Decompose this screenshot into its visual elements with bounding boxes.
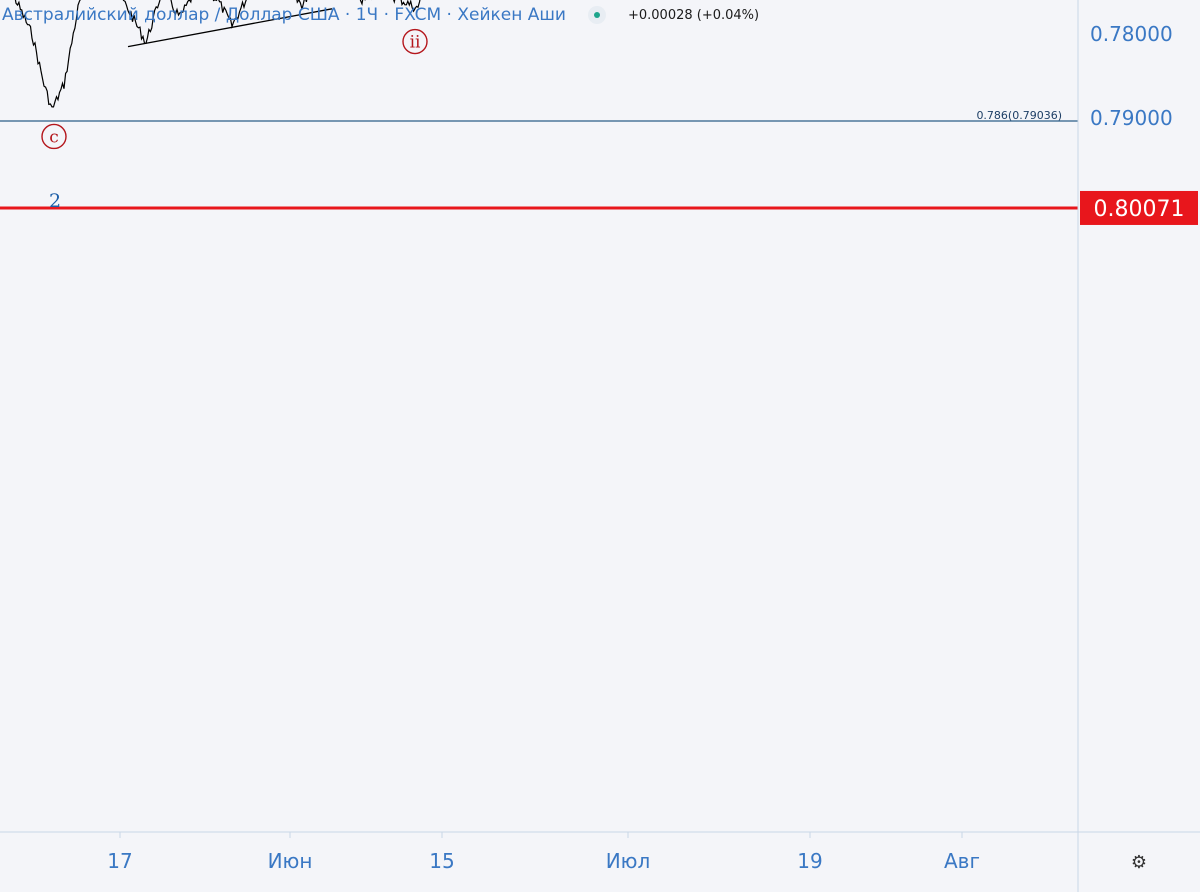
x-tick-label: Июн — [268, 849, 313, 873]
price-label-text: 0.80071 — [1094, 197, 1185, 222]
gear-icon[interactable]: ⚙ — [1130, 852, 1148, 873]
fib-level-label: 0.786(0.79036) — [976, 109, 1062, 122]
wave-label-circle — [402, 28, 428, 55]
trendlines — [127, 8, 333, 48]
price-labels: 0.800710.744580.73602 — [1080, 190, 1198, 225]
wave-label: c — [49, 127, 59, 147]
chart-header: Австралийский доллар / Доллар США · 1Ч ·… — [0, 0, 759, 30]
horizontal-lines: 0.786(0.79036) — [0, 109, 1078, 210]
y-tick-label: 0.78000 — [1090, 22, 1173, 46]
x-axis: 17 Июн 15 Июл 19 Авг — [107, 832, 980, 873]
wave-label: ii — [410, 33, 421, 53]
triangle-upper-line — [127, 8, 333, 48]
wave-label: 2 — [49, 190, 61, 212]
x-tick-label: 19 — [797, 849, 822, 873]
x-tick-label: 15 — [429, 849, 454, 873]
x-tick-label: Июл — [606, 849, 651, 873]
x-tick-label: 17 — [107, 849, 132, 873]
x-tick-label: Авг — [944, 849, 980, 873]
y-tick-label: 0.79000 — [1090, 106, 1173, 130]
wave-annotations: 2c)iiiiiiiv(ii)iiiiiv(i)i(X)?iii(iii)iii — [41, 28, 428, 212]
wave-label-circle — [41, 123, 67, 150]
status-dot-icon[interactable] — [587, 6, 606, 24]
price-label-box — [1080, 190, 1198, 225]
price-change: +0.00028 (+0.04%) — [627, 7, 760, 23]
symbol-title[interactable]: Австралийский доллар / Доллар США · 1Ч ·… — [2, 5, 566, 25]
price-series-line — [14, 0, 421, 108]
y-axis: 0.790000.780000.770000.760000.750000.740… — [1090, 22, 1173, 130]
